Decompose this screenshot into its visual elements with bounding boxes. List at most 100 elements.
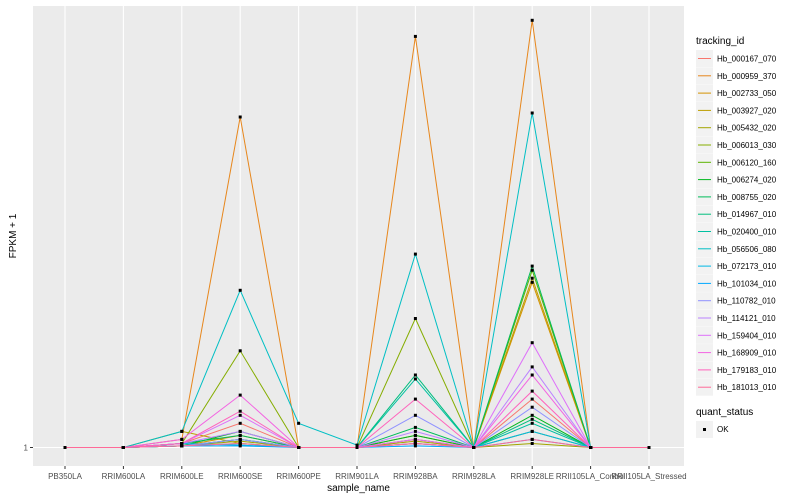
- data-point: [238, 413, 242, 417]
- data-point: [180, 429, 184, 433]
- x-tick-label: RRIM901LA: [335, 472, 379, 481]
- data-point: [413, 317, 417, 320]
- data-point: [413, 433, 417, 437]
- data-point: [530, 437, 534, 441]
- data-point: [413, 437, 417, 441]
- x-tick-label: RRII105LA_Control: [556, 472, 626, 481]
- data-point: [413, 425, 417, 429]
- data-point: [297, 446, 301, 449]
- data-point: [238, 444, 242, 448]
- x-tick-label: RRIM600LA: [102, 472, 146, 481]
- data-point: [238, 421, 242, 425]
- data-point: [530, 264, 534, 268]
- data-point: [413, 377, 417, 381]
- x-tick-label: RRIM928LE: [510, 472, 554, 481]
- data-point: [413, 429, 417, 433]
- data-point: [530, 280, 534, 284]
- data-point: [647, 446, 651, 449]
- data-point: [589, 446, 593, 449]
- data-point: [413, 373, 417, 377]
- data-point: [530, 276, 534, 280]
- data-point: [530, 421, 534, 425]
- data-point: [297, 421, 301, 425]
- x-tick-label: PB350LA: [48, 472, 82, 481]
- legend-label: Hb_005432_020: [717, 124, 777, 133]
- data-point: [530, 397, 534, 401]
- legend-label: Hb_000959_370: [717, 72, 777, 81]
- legend-label: Hb_159404_010: [717, 331, 777, 340]
- data-point: [180, 444, 184, 448]
- data-point: [472, 446, 476, 449]
- y-tick-label: 1: [24, 444, 29, 453]
- data-point: [413, 34, 417, 38]
- point-legend-title: quant_status: [696, 407, 753, 418]
- data-point: [530, 111, 534, 115]
- legend-label: Hb_114121_010: [717, 314, 776, 323]
- data-point: [238, 288, 242, 292]
- data-point: [530, 373, 534, 377]
- data-point: [530, 442, 534, 445]
- data-point: [238, 429, 242, 433]
- point-legend-marker: [703, 428, 706, 431]
- legend-label: Hb_000167_070: [717, 55, 777, 64]
- data-point: [413, 252, 417, 256]
- x-tick-label: RRIM600LE: [160, 472, 204, 481]
- data-point: [238, 433, 242, 437]
- legend: Hb_000167_070 Hb_000959_370 Hb_002733_050 H…: [696, 50, 777, 396]
- data-point: [238, 437, 242, 441]
- data-point: [238, 349, 242, 353]
- data-point: [530, 268, 534, 272]
- data-point: [180, 437, 184, 441]
- data-point: [355, 446, 359, 449]
- data-point: [530, 405, 534, 409]
- x-tick-label: RRIM928BA: [393, 472, 438, 481]
- legend-label: Hb_006274_020: [717, 176, 777, 185]
- legend-label: Hb_110782_010: [717, 297, 776, 306]
- point-legend-label: OK: [717, 425, 729, 434]
- data-point: [413, 397, 417, 401]
- data-point: [530, 429, 534, 433]
- legend-label: Hb_006120_160: [717, 158, 777, 167]
- data-point: [530, 417, 534, 421]
- x-axis-ticks: PB350LA RRIM600LA RRIM600LE RRIM600SE RRIM60…: [48, 466, 687, 481]
- x-axis-title: sample_name: [327, 483, 390, 494]
- data-point: [63, 446, 67, 449]
- x-tick-label: RRIM600PE: [276, 472, 320, 481]
- series-points: [63, 18, 651, 449]
- data-point: [530, 389, 534, 393]
- data-point: [180, 442, 184, 445]
- data-point: [238, 409, 242, 413]
- legend-label: Hb_056506_080: [717, 245, 777, 254]
- y-axis-title: FPKM + 1: [8, 213, 19, 258]
- data-point: [530, 341, 534, 345]
- legend-label: Hb_014967_010: [717, 210, 777, 219]
- legend-label: Hb_008755_020: [717, 193, 777, 202]
- legend-label: Hb_020400_010: [717, 228, 777, 237]
- data-point: [413, 444, 417, 448]
- data-point: [413, 413, 417, 417]
- legend-title: tracking_id: [696, 36, 744, 47]
- data-point: [530, 413, 534, 417]
- data-point: [238, 393, 242, 397]
- data-point: [413, 442, 417, 445]
- x-tick-label: RRIM928LA: [452, 472, 496, 481]
- data-point: [530, 18, 534, 22]
- legend-label: Hb_006013_030: [717, 141, 777, 150]
- plot-panel: [33, 6, 684, 466]
- data-point: [238, 439, 242, 443]
- data-point: [121, 446, 125, 449]
- data-point: [238, 115, 242, 119]
- data-point: [355, 443, 359, 447]
- legend-label: Hb_168909_010: [717, 349, 777, 358]
- legend-label: Hb_101034_010: [717, 279, 777, 288]
- data-point: [413, 439, 417, 443]
- x-tick-label: RRII105LA_Stressed: [611, 472, 686, 481]
- legend-label: Hb_003927_020: [717, 106, 777, 115]
- legend-label: Hb_181013_010: [717, 383, 777, 392]
- legend-label: Hb_179183_010: [717, 366, 777, 375]
- legend-label: Hb_072173_010: [717, 262, 777, 271]
- data-point: [530, 365, 534, 369]
- x-tick-label: RRIM600SE: [218, 472, 262, 481]
- data-point: [238, 442, 242, 445]
